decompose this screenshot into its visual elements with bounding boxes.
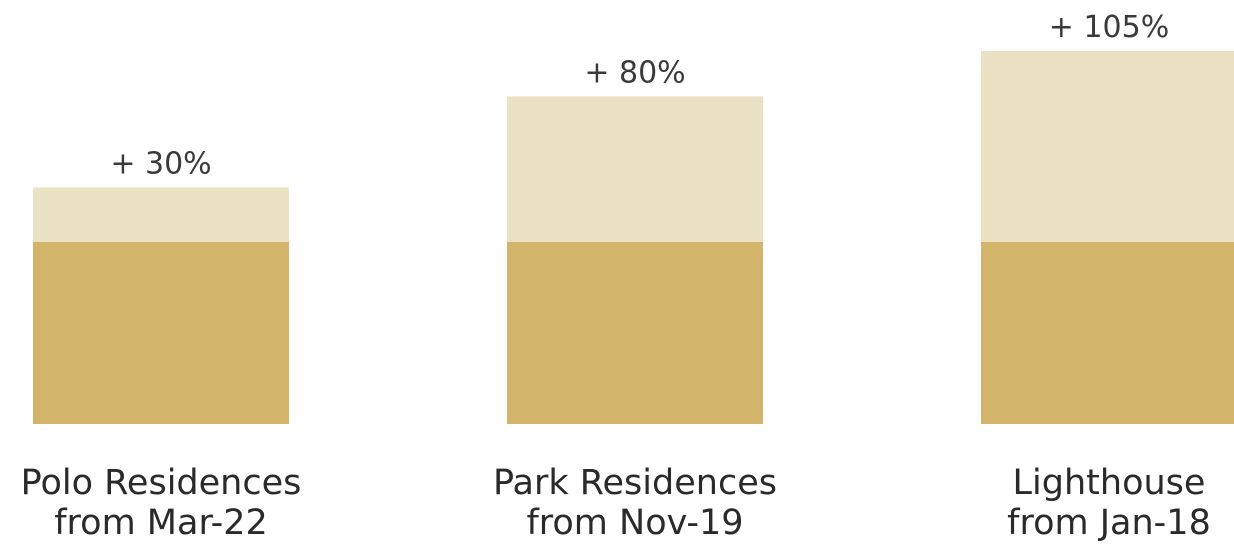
category-date-label: from Nov-19 [526,503,743,543]
category-label: Park Residences [493,463,777,503]
category-label: Polo Residences [21,463,302,503]
gain-bar-segment [33,187,289,242]
gain-label: + 105% [1049,10,1169,45]
category-date-label: from Mar-22 [54,503,268,543]
category-date-label: from Jan-18 [1007,503,1211,543]
gain-label: + 30% [110,146,211,181]
gain-bar-segment [981,50,1234,243]
gain-bar-segment [507,96,763,243]
category-label: Lighthouse [1013,463,1206,503]
base-bar-segment [981,242,1234,424]
base-bar-segment [507,242,763,424]
base-bar-segment [33,242,289,424]
gain-label: + 80% [584,55,685,90]
